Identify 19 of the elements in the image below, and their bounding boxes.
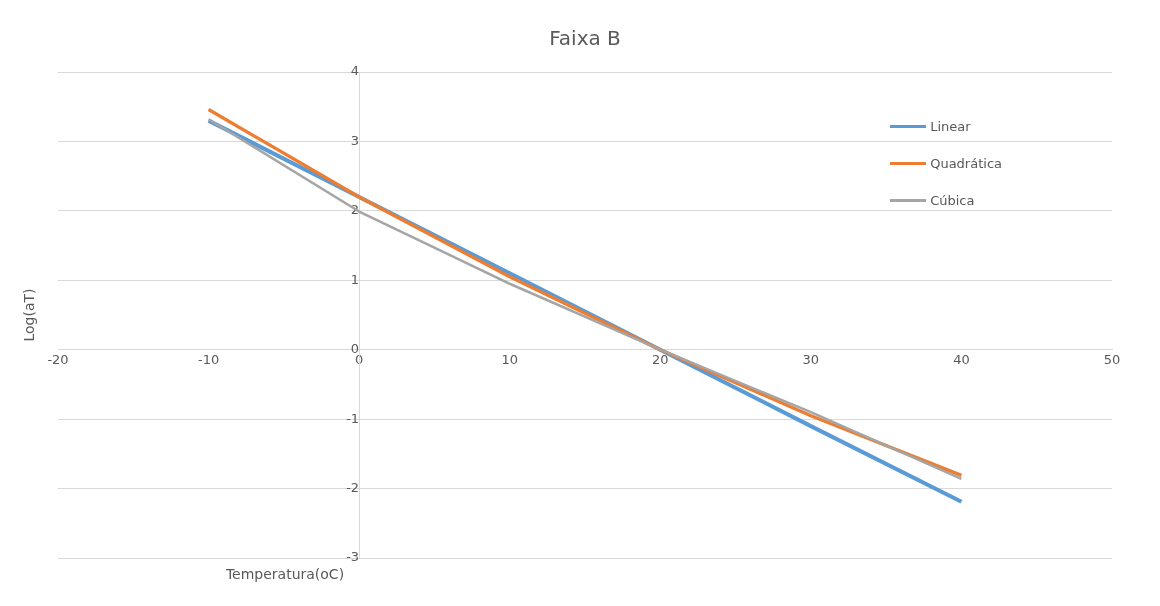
y-tick-label: 4 <box>350 63 360 79</box>
x-tick-label: 10 <box>501 351 518 367</box>
legend-label: Linear <box>930 119 971 134</box>
y-tick-label: 3 <box>350 132 360 148</box>
chart-title: Faixa B <box>549 26 621 51</box>
x-axis-title: Temperatura(oC) <box>224 565 345 582</box>
y-axis-title: Log(aT) <box>20 288 37 342</box>
y-tick-label: -3 <box>346 549 360 565</box>
y-tick-label: -2 <box>346 479 360 495</box>
legend-label: Cúbica <box>930 193 975 208</box>
x-tick-label: 30 <box>802 351 820 367</box>
x-tick-label: -10 <box>197 351 220 367</box>
y-tick-label: 1 <box>350 271 360 287</box>
x-tick-label: 20 <box>652 351 669 367</box>
x-tick-label: 40 <box>953 351 970 367</box>
x-tick-label: -20 <box>47 351 69 367</box>
x-tick-label: 50 <box>1103 351 1121 367</box>
y-tick-label: -1 <box>346 410 360 426</box>
legend-label: Quadrática <box>930 156 1002 171</box>
